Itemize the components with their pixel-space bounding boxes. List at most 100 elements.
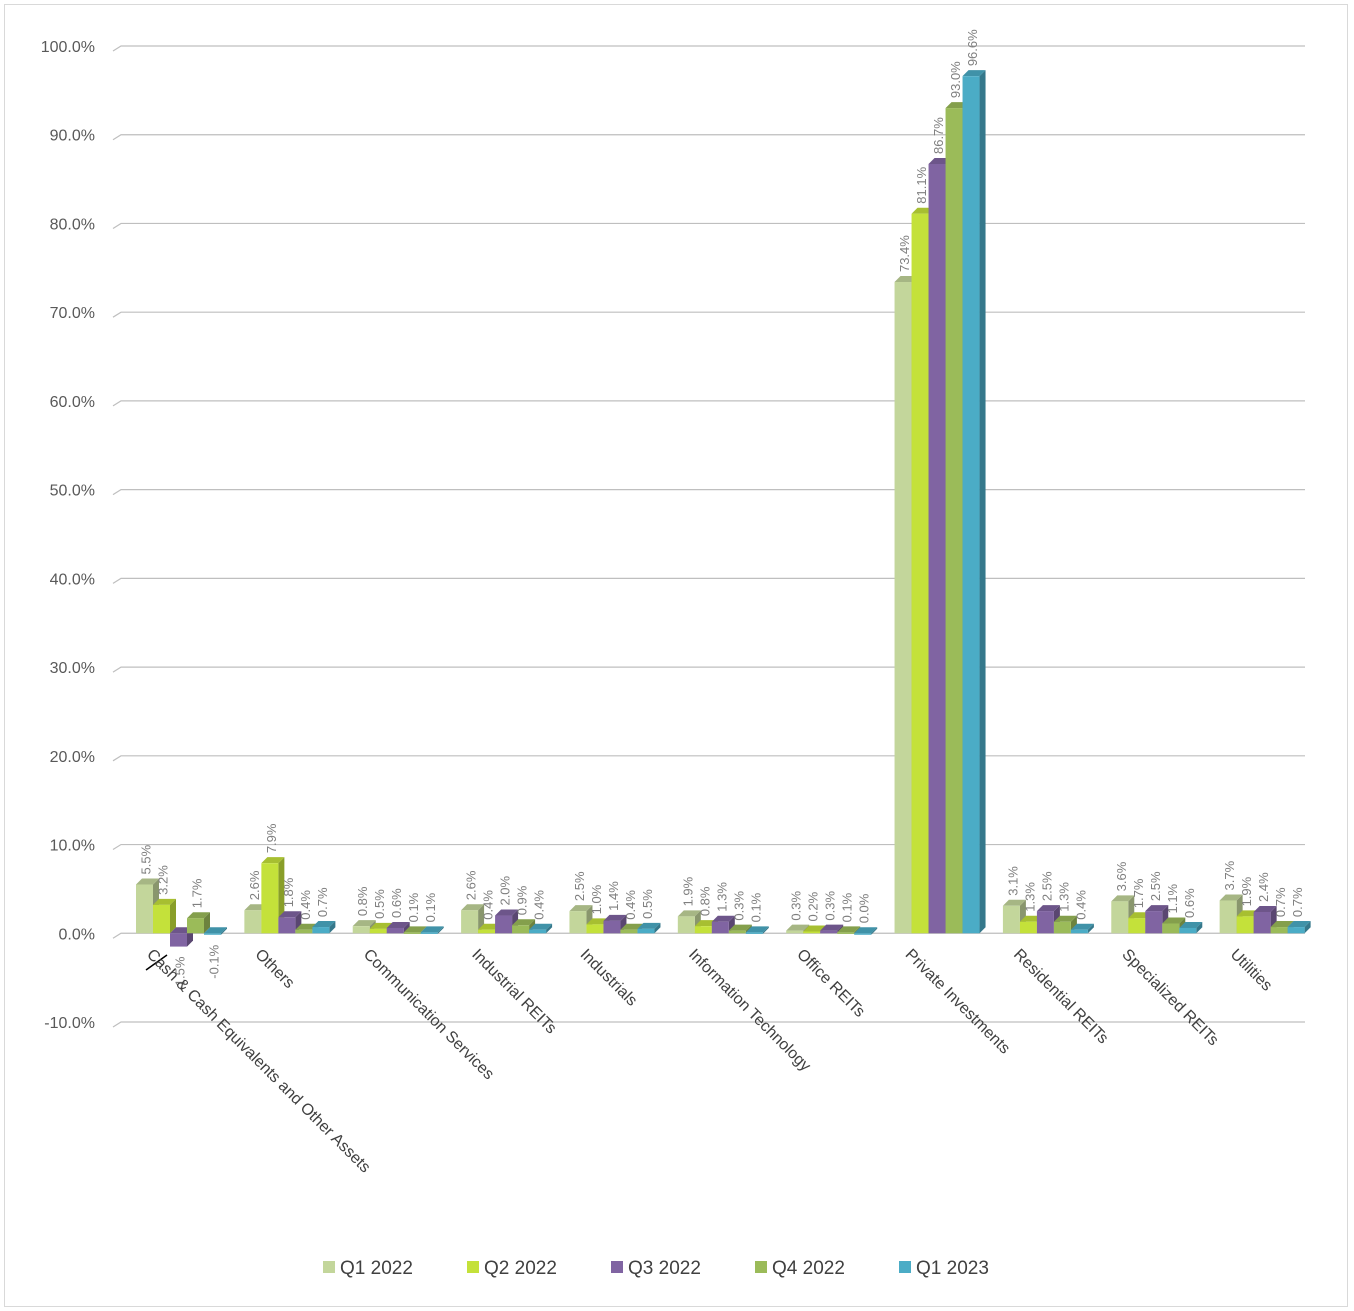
legend-item: Q1 2022	[323, 1258, 413, 1279]
data-label: 1.8%	[281, 877, 296, 907]
bar	[187, 912, 210, 934]
data-label: 0.9%	[515, 885, 530, 915]
data-label: 2.0%	[498, 875, 513, 905]
category-labels: Cash & Cash Equivalents and Other Assets…	[143, 946, 1275, 1176]
bar	[854, 927, 878, 935]
bar	[745, 926, 769, 934]
legend-swatch	[467, 1261, 479, 1273]
gridline	[112, 666, 1305, 673]
data-label: 1.7%	[1131, 878, 1146, 908]
data-label: 0.4%	[298, 890, 313, 920]
data-label: 0.5%	[372, 889, 387, 919]
data-label: 0.7%	[315, 887, 330, 917]
data-label: 0.2%	[806, 891, 821, 921]
gridline	[112, 1021, 1305, 1028]
data-label: 1.9%	[680, 876, 695, 906]
legend-item: Q1 2023	[899, 1258, 989, 1279]
gridline	[112, 45, 1305, 52]
bar	[153, 898, 176, 934]
bar	[1070, 923, 1094, 934]
data-label: 2.4%	[1256, 872, 1271, 902]
data-label: 3.2%	[156, 865, 171, 895]
data-label: 2.5%	[1039, 871, 1054, 901]
y-tick-label: 40.0%	[50, 571, 95, 588]
y-tick-label: 100.0%	[41, 39, 95, 56]
gridline	[112, 577, 1305, 584]
legend-swatch	[755, 1261, 767, 1273]
data-label: 0.6%	[1182, 888, 1197, 918]
y-tick-label: 90.0%	[50, 128, 95, 145]
legend-label: Q1 2022	[340, 1258, 413, 1279]
bar	[1179, 921, 1203, 934]
legend-item: Q4 2022	[755, 1258, 845, 1279]
y-tick-label: 0.0%	[59, 926, 95, 943]
category-label: Information Technology	[685, 946, 814, 1075]
bar	[637, 922, 661, 934]
data-label: 0.3%	[789, 891, 804, 921]
data-label: 0.7%	[1273, 887, 1288, 917]
leader-line	[145, 954, 168, 971]
bar	[461, 904, 485, 934]
legend-item: Q3 2022	[611, 1258, 701, 1279]
legend-item: Q2 2022	[467, 1258, 557, 1279]
data-label: 2.5%	[1148, 871, 1163, 901]
bar-chart: -10.0% 0.0% 10.0% 20.0% 30.0% 40.0% 50.0% 60.0%…	[41, 29, 1311, 1279]
bar	[529, 923, 553, 934]
data-label: 0.4%	[481, 890, 496, 920]
data-label: 0.1%	[406, 892, 421, 922]
y-tick-label: 50.0%	[50, 483, 95, 500]
category-label: Private Investments	[902, 946, 1013, 1057]
gridline	[112, 222, 1305, 229]
data-label: 1.0%	[589, 884, 604, 914]
data-label: 1.9%	[1239, 876, 1254, 906]
bar	[386, 921, 410, 934]
data-label: 1.1%	[1165, 883, 1180, 913]
category-label: Specialized REITs	[1118, 946, 1221, 1049]
data-label: 0.6%	[389, 888, 404, 918]
bar	[495, 909, 519, 934]
y-tick-label: 20.0%	[50, 749, 95, 766]
y-axis-tick-labels: -10.0% 0.0% 10.0% 20.0% 30.0% 40.0% 50.0% 60.0%…	[41, 39, 95, 1032]
y-tick-label: 10.0%	[50, 838, 95, 855]
gridline	[112, 134, 1305, 141]
data-label: 2.6%	[247, 870, 262, 900]
bar	[312, 921, 336, 934]
data-label: 2.5%	[572, 871, 587, 901]
bar	[603, 914, 627, 934]
category-label: Communication Services	[360, 946, 497, 1083]
data-label: 0.4%	[1073, 890, 1088, 920]
data-label: 0.7%	[1290, 887, 1305, 917]
bar	[677, 910, 701, 934]
legend-label: Q3 2022	[628, 1258, 701, 1279]
legend-swatch	[899, 1261, 911, 1273]
bar	[1287, 921, 1311, 934]
data-label: 0.1%	[423, 892, 438, 922]
data-label: 0.4%	[532, 890, 547, 920]
bar	[711, 915, 735, 934]
data-labels: 5.5%3.2%-1.5%1.7%-0.1%2.6%7.9%1.8% 0.4% 0.…	[139, 29, 1306, 991]
y-tick-label: 30.0%	[50, 660, 95, 677]
data-label: 0.1%	[840, 892, 855, 922]
bar	[962, 70, 986, 934]
y-tick-label: -10.0%	[44, 1015, 95, 1032]
category-label: Office REITs	[793, 946, 868, 1021]
bar	[278, 911, 302, 934]
data-label: 73.4%	[897, 235, 912, 272]
category-label: Industrial REITs	[468, 946, 559, 1037]
gridlines	[112, 45, 1305, 1028]
gridline	[112, 843, 1305, 851]
category-label: Others	[252, 946, 298, 992]
legend: Q1 2022 Q2 2022 Q3 2022 Q4 2022 Q1 2023	[323, 1258, 989, 1279]
y-tick-label: 60.0%	[50, 394, 95, 411]
legend-label: Q2 2022	[484, 1258, 557, 1279]
data-label: 5.5%	[139, 844, 154, 874]
data-label: 0.3%	[823, 891, 838, 921]
category-label: Utilities	[1227, 946, 1275, 994]
data-label: 0.1%	[748, 892, 763, 922]
category-label: Industrials	[577, 946, 641, 1010]
data-label: 7.9%	[264, 823, 279, 853]
data-label: 3.1%	[1005, 866, 1020, 896]
data-label: 1.7%	[190, 878, 205, 908]
data-label: -1.5%	[173, 956, 188, 990]
data-label: 1.3%	[1056, 882, 1071, 912]
